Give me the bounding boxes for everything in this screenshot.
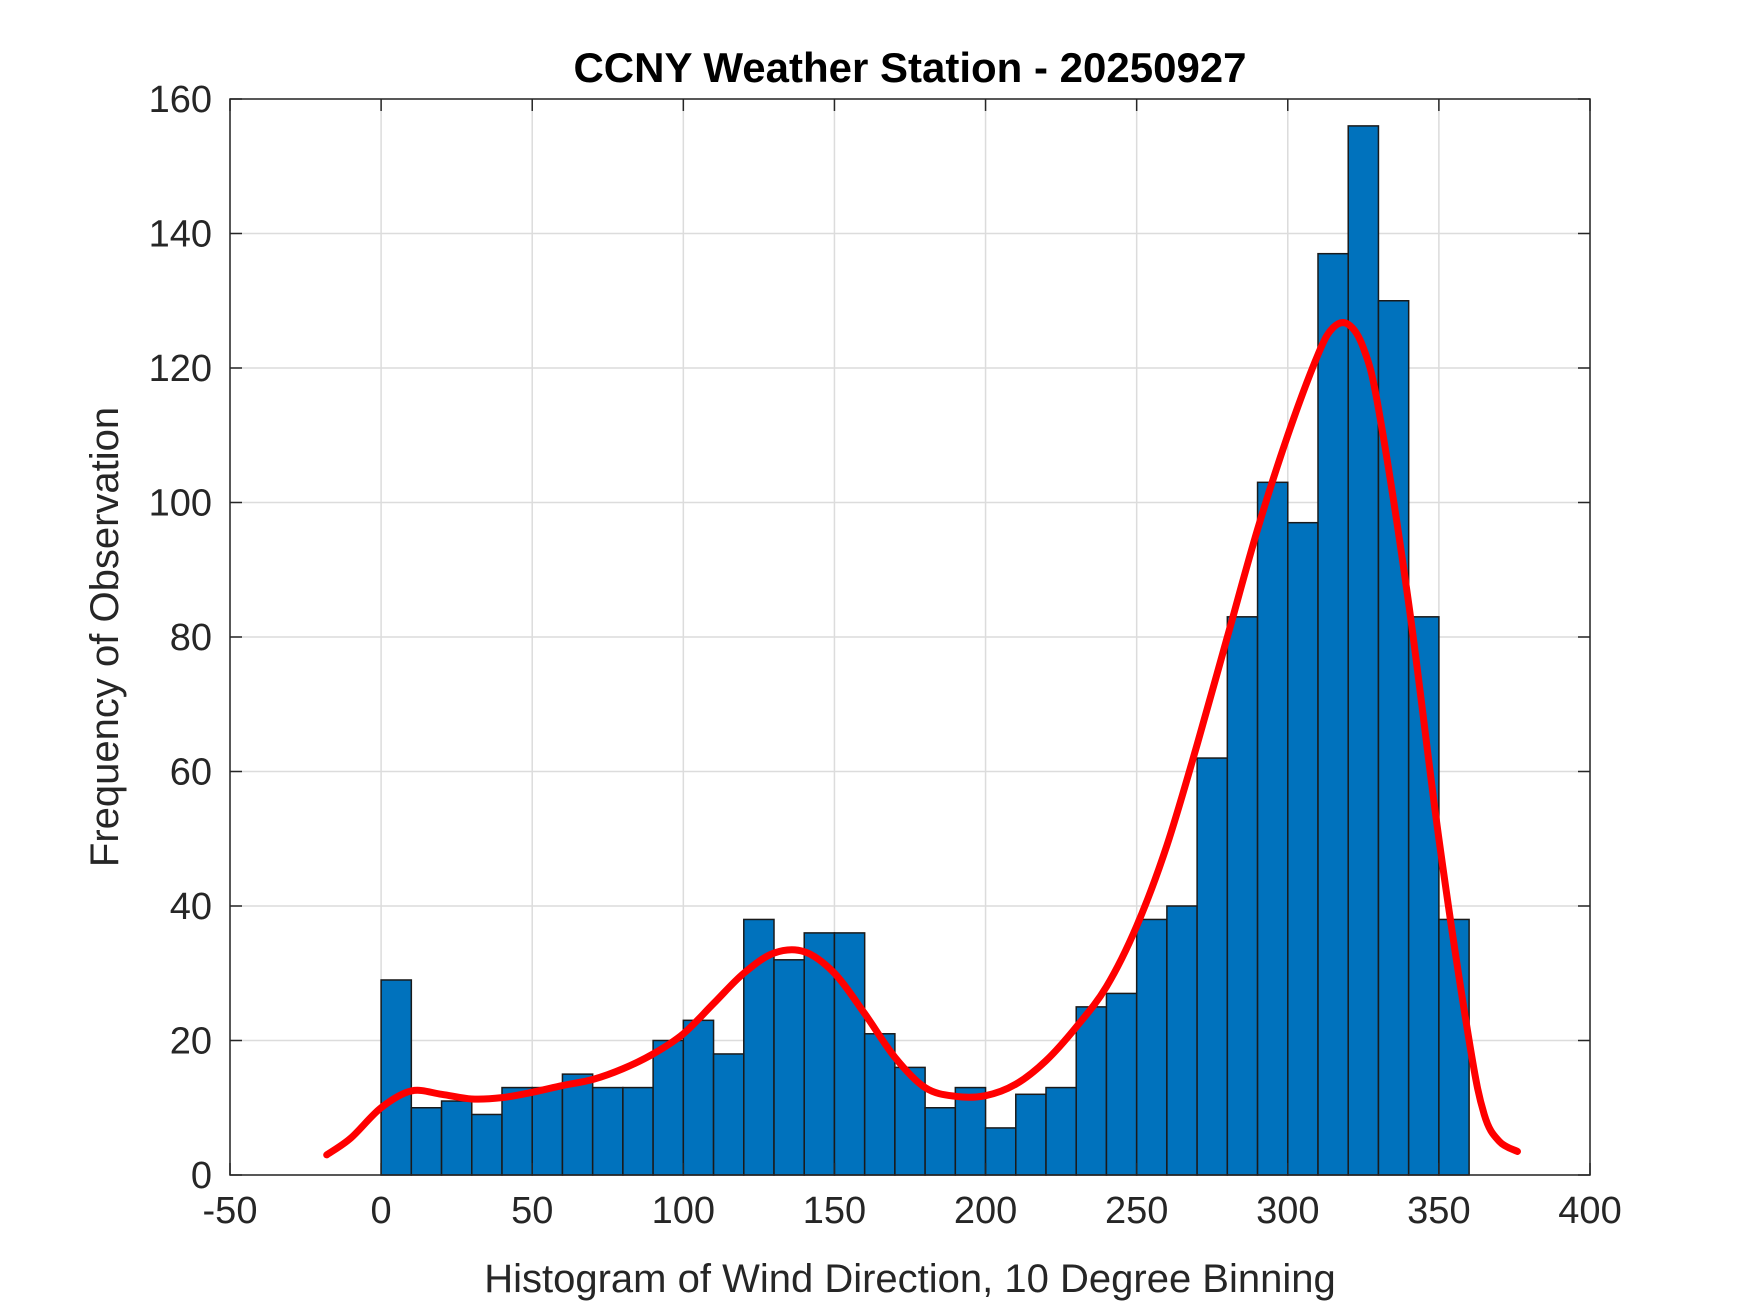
x-tick-label: 150	[803, 1190, 866, 1232]
histogram-bar	[682, 1019, 715, 1176]
histogram-bar	[1045, 1086, 1077, 1176]
fit-curve	[323, 319, 1521, 1159]
histogram-bar	[1196, 757, 1229, 1176]
histogram-bar	[803, 932, 836, 1176]
histogram-bar	[1105, 992, 1138, 1176]
histogram-bar	[1256, 481, 1289, 1176]
x-tick-labels: -50 0 50 100 150 200 250 300 350 400	[203, 1190, 1622, 1232]
histogram-bar	[501, 1086, 533, 1176]
histogram-bar	[1135, 918, 1168, 1176]
y-tick-label: 60	[170, 752, 212, 794]
histogram-bar	[471, 1113, 503, 1176]
x-tick-label: 100	[652, 1190, 715, 1232]
y-axis-label: Frequency of Observation	[83, 407, 127, 867]
x-tick-label: 350	[1407, 1190, 1470, 1232]
histogram-bar	[1015, 1093, 1047, 1176]
y-tick-label: 100	[149, 483, 212, 525]
chart-title: CCNY Weather Station - 20250927	[573, 44, 1246, 91]
histogram-bar	[773, 959, 805, 1176]
x-tick-label: 300	[1256, 1190, 1319, 1232]
y-tick-label: 160	[149, 79, 212, 121]
x-tick-label: 200	[954, 1190, 1017, 1232]
y-tick-label: 0	[191, 1155, 212, 1197]
histogram-bar	[622, 1086, 654, 1176]
histogram-bar	[380, 979, 413, 1176]
histogram-bar	[1075, 1006, 1108, 1176]
x-tick-label: 0	[371, 1190, 392, 1232]
histogram-bar	[410, 1107, 443, 1176]
histogram-bar	[1347, 125, 1380, 1176]
histogram-bar	[1166, 905, 1198, 1176]
histogram-bar	[440, 1100, 473, 1176]
plot-frame	[229, 98, 1591, 1176]
x-tick-label: -50	[203, 1190, 258, 1232]
histogram-bar	[591, 1086, 624, 1176]
y-tick-label: 20	[170, 1021, 212, 1063]
histogram-bar	[1317, 252, 1349, 1176]
histogram-bar	[984, 1127, 1017, 1176]
histogram-bar	[924, 1107, 957, 1176]
x-tick-label: 400	[1558, 1190, 1621, 1232]
x-tick-label: 50	[511, 1190, 553, 1232]
histogram-bar	[561, 1073, 594, 1176]
y-tick-label: 120	[149, 348, 212, 390]
x-axis-label: Histogram of Wind Direction, 10 Degree B…	[484, 1257, 1336, 1301]
y-tick-label: 140	[149, 214, 212, 256]
histogram-bar	[531, 1086, 564, 1176]
histogram-bar	[833, 932, 866, 1176]
histogram-bar	[712, 1053, 745, 1176]
x-tick-label: 250	[1105, 1190, 1168, 1232]
y-tick-label: 40	[170, 886, 212, 928]
histogram-bar	[1287, 521, 1319, 1176]
histogram-bar	[652, 1039, 685, 1176]
y-tick-label: 80	[170, 617, 212, 659]
histogram-bar	[1226, 616, 1259, 1176]
y-tick-labels: 0 20 40 60 80 100 120 140 160	[149, 79, 212, 1197]
